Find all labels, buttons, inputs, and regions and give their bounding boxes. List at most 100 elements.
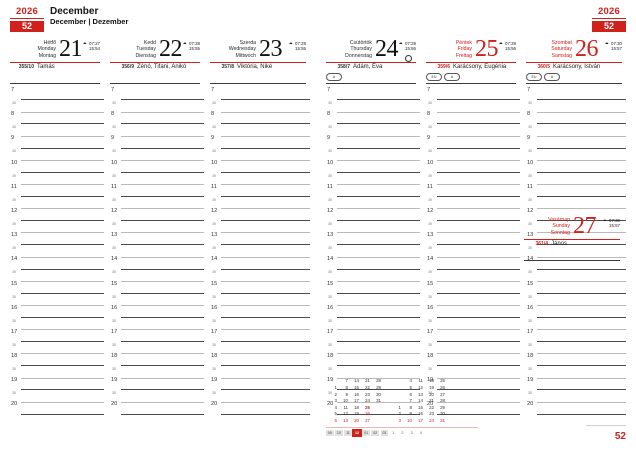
hour-slot-17[interactable]: 17 <box>210 329 310 342</box>
half-hour-slot-19[interactable]: 30 <box>10 390 104 403</box>
mini-day-26[interactable]: 26 <box>440 384 445 390</box>
hour-slot-7[interactable]: 7 <box>210 87 310 101</box>
hour-slot-15[interactable]: 15 <box>326 281 420 294</box>
hour-slot-17[interactable]: 17 <box>326 329 420 342</box>
half-hour-slot-14[interactable]: 30 <box>210 269 310 282</box>
mini-day-20[interactable]: 20 <box>429 391 434 397</box>
mini-day-4[interactable]: 4 <box>334 404 337 410</box>
half-hour-slot-10[interactable]: 30 <box>426 173 520 185</box>
mini-day-7[interactable]: 7 <box>409 398 412 404</box>
half-hour-slot-12[interactable]: 30 <box>526 221 626 234</box>
hour-slot-15[interactable]: 15 <box>10 281 104 294</box>
hour-slot-12[interactable]: 12 <box>210 208 310 222</box>
mini-month-january-2027[interactable]: 4 11 18 25 5 12 19 26 6 13 20 27 7 14 21 28 1 8 15 22 29 2 9 16… <box>390 378 445 424</box>
half-hour-slot-15[interactable]: 30 <box>526 294 626 306</box>
half-hour-slot-17[interactable]: 30 <box>426 342 520 355</box>
half-hour-slot-9[interactable]: 30 <box>110 148 204 161</box>
hour-slot-15[interactable]: 15 <box>210 281 310 294</box>
mini-day-20[interactable]: 20 <box>354 417 359 423</box>
mini-day-21[interactable]: 21 <box>365 378 370 384</box>
half-hour-slot-18[interactable]: 30 <box>426 366 520 379</box>
half-hour-slot-14[interactable]: 30 <box>10 269 104 282</box>
hour-slot-15[interactable]: 15 <box>426 281 520 294</box>
hour-slot-15[interactable]: 15 <box>526 281 626 294</box>
half-hour-slot-17[interactable]: 30 <box>210 342 310 355</box>
mini-day-18[interactable]: 18 <box>429 378 434 384</box>
half-hour-slot-12[interactable]: 30 <box>110 221 204 234</box>
half-hour-slot-13[interactable]: 30 <box>110 245 204 258</box>
half-hour-slot-13[interactable]: 30 <box>426 245 520 258</box>
half-hour-slot-15[interactable]: 30 <box>426 294 520 306</box>
half-hour-slot-18[interactable]: 30 <box>526 366 626 379</box>
hour-slot-20[interactable]: 20 <box>426 401 520 415</box>
hour-slot-16[interactable]: 16 <box>426 305 520 318</box>
half-hour-slot-11[interactable]: 30 <box>326 197 420 209</box>
mini-day-25[interactable]: 25 <box>365 404 370 410</box>
half-hour-slot-7[interactable]: 30 <box>10 100 104 113</box>
half-hour-slot-9[interactable]: 30 <box>326 148 420 161</box>
mini-day-21[interactable]: 21 <box>429 398 434 404</box>
half-hour-slot-13[interactable]: 30 <box>326 245 420 258</box>
day-header-thursday-24[interactable]: Csütörtök Thursday Donnerstag 24 ◓ 07:29 15:56… <box>326 37 426 84</box>
half-hour-slot-7[interactable]: 30 <box>526 100 626 113</box>
half-hour-slot-19[interactable]: 30 <box>426 390 520 403</box>
half-hour-slot-11[interactable]: 30 <box>426 197 520 209</box>
hour-slot-18[interactable]: 18 <box>110 353 204 367</box>
hour-slot-15[interactable]: 15 <box>110 281 204 294</box>
month-strip-item-09[interactable]: 09 <box>326 430 334 436</box>
mini-day-2[interactable]: 2 <box>334 391 337 397</box>
hour-slot-7[interactable]: 7 <box>10 87 104 101</box>
half-hour-slot-11[interactable]: 30 <box>526 197 626 209</box>
mini-day-27[interactable]: 27 <box>365 417 370 423</box>
hour-slot-13[interactable]: 13 <box>110 232 204 246</box>
mini-day-8[interactable]: 8 <box>409 404 412 410</box>
hour-slot-11[interactable]: 11 <box>110 184 204 197</box>
hour-slot-12[interactable]: 12 <box>10 208 104 222</box>
hour-slot-10[interactable]: 10 <box>110 160 204 173</box>
hour-slot-18[interactable]: 18 <box>426 353 520 367</box>
hour-slot-11[interactable]: 11 <box>426 184 520 197</box>
half-hour-slot-15[interactable]: 30 <box>10 294 104 306</box>
mini-day-29[interactable]: 29 <box>376 384 381 390</box>
hour-slot-18[interactable]: 18 <box>210 353 310 367</box>
mini-day-19[interactable]: 19 <box>354 411 359 417</box>
mini-day-17[interactable]: 17 <box>418 417 423 423</box>
hour-slot-10[interactable]: 10 <box>210 160 310 173</box>
hour-slot-11[interactable]: 11 <box>10 184 104 197</box>
hour-slot-20[interactable]: 20 <box>110 401 204 415</box>
hour-slot-19[interactable]: 19 <box>10 377 104 391</box>
half-hour-slot-18[interactable]: 30 <box>326 366 420 379</box>
hour-slot-11[interactable]: 11 <box>526 184 626 197</box>
hour-slot-14[interactable]: 14 <box>10 256 104 270</box>
mini-day-9[interactable]: 9 <box>409 411 412 417</box>
mini-day-12[interactable]: 12 <box>418 384 423 390</box>
hour-slot-12[interactable]: 12 <box>326 208 420 222</box>
mini-day-2[interactable]: 2 <box>398 411 401 417</box>
hour-slot-8[interactable]: 8 <box>210 111 310 125</box>
half-hour-slot-9[interactable]: 30 <box>426 148 520 161</box>
day-header-sunday-27[interactable]: Vasárnap Sunday Sonntag 27 ◓ 07:30 15:57 361/4 J… <box>524 214 624 261</box>
hour-slot-17[interactable]: 17 <box>426 329 520 342</box>
mini-day-24[interactable]: 24 <box>365 398 370 404</box>
half-hour-slot-19[interactable]: 30 <box>526 390 626 403</box>
day-header-friday-25[interactable]: Péntek Friday Freitag 25 ◓ 07:29 15:56 359/6 Kar… <box>426 37 526 84</box>
half-hour-slot-18[interactable]: 30 <box>110 366 204 379</box>
mini-day-25[interactable]: 25 <box>440 378 445 384</box>
half-hour-slot-10[interactable]: 30 <box>210 173 310 185</box>
half-hour-slot-7[interactable]: 30 <box>210 100 310 113</box>
hour-slot-16[interactable]: 16 <box>526 305 626 318</box>
hour-slot-13[interactable]: 13 <box>210 232 310 246</box>
mini-day-1[interactable]: 1 <box>334 384 337 390</box>
mini-day-30[interactable]: 30 <box>376 391 381 397</box>
half-hour-slot-19[interactable]: 30 <box>210 390 310 403</box>
half-hour-slot-14[interactable]: 30 <box>110 269 204 282</box>
mini-day-16[interactable]: 16 <box>354 391 359 397</box>
month-strip-item-4[interactable]: 4 <box>419 431 422 435</box>
hour-slot-9[interactable]: 9 <box>526 135 626 149</box>
hour-slot-17[interactable]: 17 <box>526 329 626 342</box>
mini-day-31[interactable]: 31 <box>440 417 445 423</box>
hour-slot-8[interactable]: 8 <box>10 111 104 125</box>
mini-day-8[interactable]: 8 <box>345 384 348 390</box>
mini-day-13[interactable]: 13 <box>343 417 348 423</box>
hour-grid-thursday-24[interactable]: 7 30 8 30 9 30 10 30 11 30 12 30 13 30 14 30 15 30 16 30 17 3… <box>326 87 426 415</box>
